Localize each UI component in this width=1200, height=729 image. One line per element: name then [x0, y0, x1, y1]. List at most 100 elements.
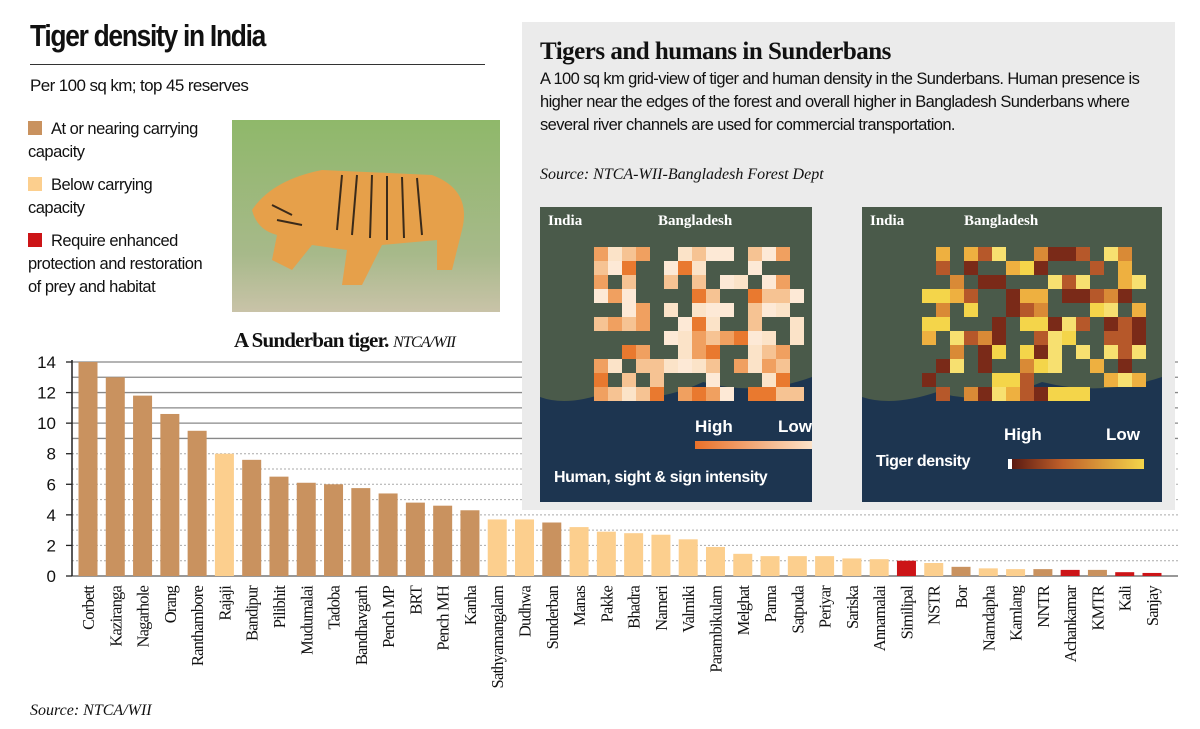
grid-cell [636, 359, 650, 373]
grid-cell [636, 317, 650, 331]
legend-swatch [28, 121, 42, 135]
bar-nntr [1033, 569, 1053, 576]
grid-cell [622, 247, 636, 261]
grid-cell [594, 261, 608, 275]
x-tick-label: Manas [570, 586, 589, 626]
grid-cell [1020, 317, 1034, 331]
x-tick-label: Sanjay [1143, 584, 1162, 626]
grid-cell [1034, 303, 1048, 317]
grid-cell [1006, 261, 1020, 275]
grid-cell [762, 289, 776, 303]
grid-cell [664, 303, 678, 317]
grid-cell [706, 331, 720, 345]
grid-cell [1020, 303, 1034, 317]
grid-cell [992, 373, 1006, 387]
grid-cell [608, 261, 622, 275]
grid-cell [762, 373, 776, 387]
x-tick-label: Bandhavgarh [352, 584, 371, 665]
x-tick-label: Achankamar [1061, 585, 1080, 663]
grid-cell [1062, 247, 1076, 261]
grid-cell [776, 359, 790, 373]
grid-cell [748, 345, 762, 359]
map-label-bangladesh: Bangladesh [658, 213, 733, 229]
grid-cell [1020, 387, 1034, 401]
bar-sariska [842, 558, 862, 576]
bar-bor [951, 566, 971, 576]
grid-cell [776, 289, 790, 303]
bar-ranthambore [187, 430, 207, 576]
grid-cell [678, 359, 692, 373]
grid-cell [776, 387, 790, 401]
grid-cell [678, 317, 692, 331]
bar-parambikulam [705, 546, 725, 576]
x-tick-label: KMTR [1088, 585, 1107, 630]
grid-cell [776, 345, 790, 359]
grid-cell [706, 247, 720, 261]
x-tick-label: Bhadra [625, 585, 644, 629]
grid-cell [664, 275, 678, 289]
grid-cell [594, 359, 608, 373]
grid-cell [1062, 289, 1076, 303]
x-tick-label: Kaziranga [106, 585, 125, 647]
x-tick-label: Mudumalai [297, 585, 316, 655]
bar-pilibhit [269, 476, 289, 576]
y-tick-label: 8 [47, 445, 56, 464]
grid-cell [1076, 317, 1090, 331]
y-tick-label: 10 [37, 414, 56, 433]
grid-cell [678, 387, 692, 401]
grid-cell [1034, 317, 1048, 331]
grid-cell [978, 247, 992, 261]
grid-cell [622, 303, 636, 317]
bar-orang [160, 413, 180, 576]
grid-cell [992, 345, 1006, 359]
grid-cell [748, 303, 762, 317]
grid-cell [762, 303, 776, 317]
bar-similipal [896, 560, 916, 576]
grid-cell [1048, 359, 1062, 373]
tiger-density-grid [862, 207, 1162, 401]
bar-annamalai [869, 559, 889, 576]
bar-periyar [815, 556, 835, 576]
grid-cell [636, 247, 650, 261]
grid-cell [650, 373, 664, 387]
grid-cell [692, 261, 706, 275]
grid-cell [1090, 289, 1104, 303]
bar-tadoba [324, 484, 344, 576]
x-tick-label: NNTR [1034, 585, 1053, 628]
bar-melghat [733, 553, 753, 576]
x-tick-label: Kamlang [1007, 585, 1026, 640]
grid-cell [1020, 261, 1034, 275]
grid-cell [692, 247, 706, 261]
grid-cell [1020, 373, 1034, 387]
grid-cell [1006, 303, 1020, 317]
grid-cell [1104, 303, 1118, 317]
grid-cell [992, 317, 1006, 331]
tiger-photo [232, 120, 500, 312]
grid-cell [594, 373, 608, 387]
grid-cell [720, 331, 734, 345]
grid-cell [992, 275, 1006, 289]
y-tick-label: 2 [47, 536, 56, 555]
human-intensity-grid [540, 207, 812, 401]
chart-subtitle: Per 100 sq km; top 45 reserves [30, 76, 249, 95]
tiger-image [232, 120, 500, 312]
grid-cell [1104, 345, 1118, 359]
grid-cell [1062, 275, 1076, 289]
legend-label: At or nearing carrying capacity [28, 120, 198, 161]
grid-cell [748, 317, 762, 331]
x-tick-label: Bandipur [243, 585, 262, 641]
grid-cell [762, 359, 776, 373]
grid-cell [936, 261, 950, 275]
bar-nstr [924, 563, 944, 576]
grid-cell [936, 317, 950, 331]
grid-cell [978, 359, 992, 373]
grid-cell [1132, 303, 1146, 317]
bar-valmiki [678, 539, 698, 576]
grid-cell [776, 247, 790, 261]
panel-description: A 100 sq km grid-view of tiger and human… [540, 70, 1140, 134]
grid-cell [1132, 345, 1146, 359]
grid-cell [692, 331, 706, 345]
grid-cell [1118, 317, 1132, 331]
grid-cell [678, 331, 692, 345]
